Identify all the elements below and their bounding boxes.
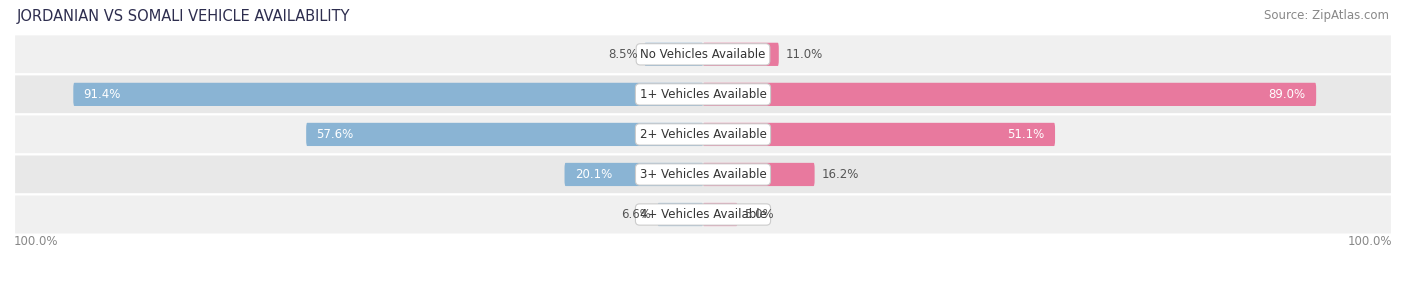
Text: 6.6%: 6.6% [621, 208, 651, 221]
Text: 100.0%: 100.0% [14, 235, 59, 247]
Text: 8.5%: 8.5% [607, 48, 637, 61]
FancyBboxPatch shape [703, 203, 738, 226]
Text: Source: ZipAtlas.com: Source: ZipAtlas.com [1264, 9, 1389, 21]
FancyBboxPatch shape [703, 83, 1316, 106]
Text: 89.0%: 89.0% [1268, 88, 1306, 101]
Text: 11.0%: 11.0% [786, 48, 823, 61]
Text: 16.2%: 16.2% [821, 168, 859, 181]
Text: JORDANIAN VS SOMALI VEHICLE AVAILABILITY: JORDANIAN VS SOMALI VEHICLE AVAILABILITY [17, 9, 350, 23]
Text: 5.0%: 5.0% [744, 208, 773, 221]
FancyBboxPatch shape [644, 43, 703, 66]
Text: 100.0%: 100.0% [1347, 235, 1392, 247]
Text: 2+ Vehicles Available: 2+ Vehicles Available [640, 128, 766, 141]
FancyBboxPatch shape [14, 194, 1392, 235]
Text: 4+ Vehicles Available: 4+ Vehicles Available [640, 208, 766, 221]
Text: 1+ Vehicles Available: 1+ Vehicles Available [640, 88, 766, 101]
FancyBboxPatch shape [14, 34, 1392, 74]
FancyBboxPatch shape [703, 163, 814, 186]
FancyBboxPatch shape [14, 154, 1392, 194]
FancyBboxPatch shape [703, 43, 779, 66]
FancyBboxPatch shape [658, 203, 703, 226]
FancyBboxPatch shape [73, 83, 703, 106]
FancyBboxPatch shape [14, 74, 1392, 114]
FancyBboxPatch shape [565, 163, 703, 186]
Text: 20.1%: 20.1% [575, 168, 612, 181]
Text: No Vehicles Available: No Vehicles Available [640, 48, 766, 61]
Text: 57.6%: 57.6% [316, 128, 354, 141]
Text: 91.4%: 91.4% [83, 88, 121, 101]
FancyBboxPatch shape [703, 123, 1054, 146]
Text: 3+ Vehicles Available: 3+ Vehicles Available [640, 168, 766, 181]
FancyBboxPatch shape [307, 123, 703, 146]
FancyBboxPatch shape [14, 114, 1392, 154]
Text: 51.1%: 51.1% [1008, 128, 1045, 141]
